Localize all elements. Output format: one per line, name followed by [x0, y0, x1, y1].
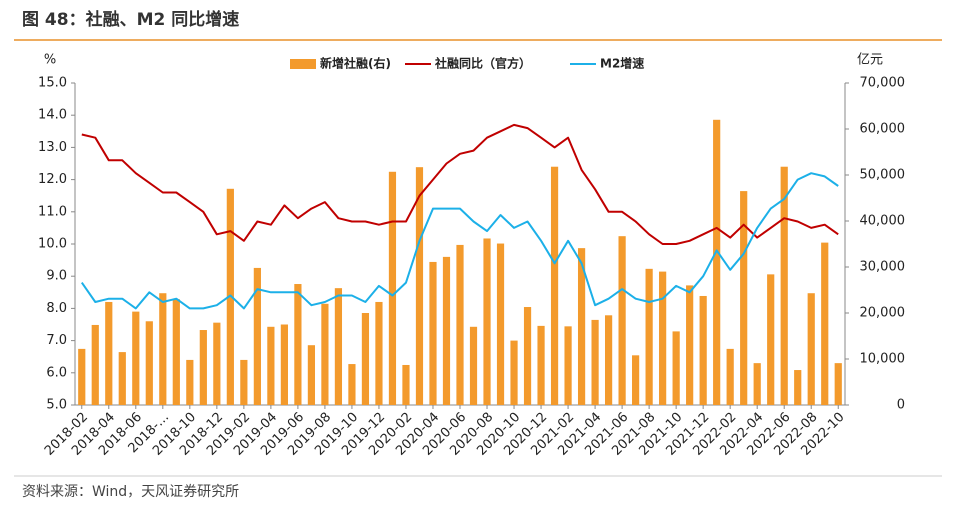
bar	[159, 293, 167, 405]
bar	[456, 244, 464, 405]
bar	[91, 324, 99, 405]
bar	[294, 284, 302, 405]
y2-tick-label: 20,000	[860, 306, 906, 321]
bar	[321, 303, 329, 405]
bar	[659, 271, 667, 405]
legend-label: M2增速	[600, 56, 644, 71]
y2-tick-label: 30,000	[860, 260, 906, 275]
bar	[523, 307, 532, 405]
bar	[604, 315, 613, 405]
y-tick-label: 10.0	[38, 237, 67, 252]
bar	[645, 268, 653, 405]
y-tick-label: 12.0	[38, 172, 67, 187]
bar	[550, 166, 559, 405]
bar	[496, 243, 505, 405]
bar	[753, 363, 761, 405]
bar	[105, 301, 113, 405]
bar	[267, 326, 275, 405]
y2-tick-label: 70,000	[860, 76, 906, 91]
source: 资料来源：Wind，天风证券研究所	[22, 484, 239, 500]
bar	[821, 242, 829, 405]
bar	[699, 295, 707, 405]
bar	[780, 166, 788, 405]
y2-tick-label: 40,000	[860, 214, 906, 229]
bar	[78, 348, 86, 405]
bar	[348, 364, 356, 405]
bar	[469, 326, 478, 405]
bar	[807, 293, 815, 405]
bar	[767, 274, 775, 405]
legend-label: 新增社融(右)	[320, 56, 391, 71]
bar	[618, 236, 626, 405]
legend-swatch	[290, 59, 316, 69]
bar	[564, 326, 572, 405]
bar	[442, 256, 451, 405]
y-tick-label: 15.0	[38, 76, 67, 91]
bar	[199, 330, 207, 405]
legend-label: 社融同比（官方）	[434, 56, 531, 71]
bar	[510, 340, 518, 405]
y2-tick-label: 50,000	[860, 168, 906, 183]
line	[81, 123, 839, 245]
y2-tick-label: 60,000	[860, 122, 906, 137]
y2-unit: 亿元	[857, 53, 883, 68]
bar	[713, 119, 721, 406]
bar	[388, 171, 397, 405]
bar	[145, 321, 153, 405]
bar	[240, 359, 248, 405]
y-tick-label: 7.0	[46, 333, 67, 348]
y-tick-label: 8.0	[46, 301, 67, 316]
bar	[632, 355, 640, 405]
bar	[172, 299, 180, 405]
bar	[280, 324, 288, 405]
y-tick-label: 9.0	[46, 269, 67, 284]
bar	[415, 167, 424, 405]
bar	[726, 348, 734, 405]
y-tick-label: 11.0	[38, 204, 67, 219]
bar	[307, 345, 316, 405]
bar	[537, 325, 545, 405]
bar	[226, 188, 234, 405]
bar	[740, 191, 748, 405]
bar	[672, 331, 680, 405]
bar	[402, 364, 410, 405]
bar	[429, 261, 437, 405]
bar	[118, 352, 126, 405]
bar	[334, 288, 343, 405]
y-tick-label: 6.0	[46, 365, 67, 380]
bar	[186, 359, 194, 405]
bar	[132, 311, 140, 405]
line	[80, 172, 839, 310]
bar	[213, 322, 221, 405]
y-tick-label: 14.0	[38, 108, 67, 123]
bar	[375, 301, 383, 405]
y2-tick-label: 10,000	[860, 352, 906, 367]
y-tick-label: 5.0	[46, 398, 67, 413]
bar	[834, 363, 842, 405]
bar	[361, 313, 370, 405]
y-unit: %	[44, 53, 56, 68]
bar	[686, 285, 694, 405]
bar	[794, 370, 802, 405]
bar	[591, 319, 599, 405]
title: 图 48：社融、M2 同比增速	[22, 9, 239, 30]
bar	[577, 248, 586, 405]
y-tick-label: 13.0	[38, 140, 67, 155]
y2-tick-label: 0	[897, 398, 905, 413]
bar	[483, 238, 491, 405]
bar	[253, 267, 261, 405]
